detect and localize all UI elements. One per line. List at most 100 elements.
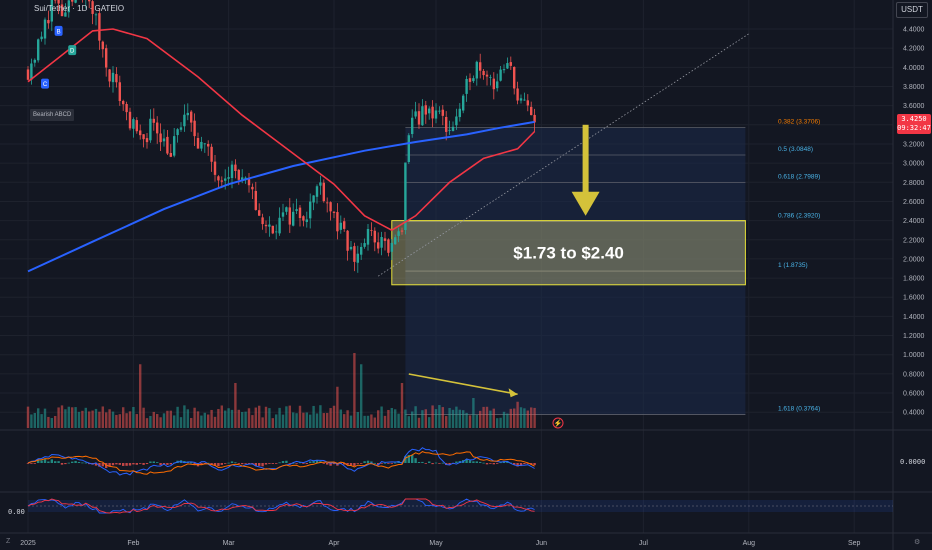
candle-body	[108, 69, 111, 82]
time-axis-label: Apr	[329, 540, 341, 547]
pattern-label[interactable]: Bearish ABCD	[30, 109, 75, 121]
volume-bar	[186, 409, 189, 428]
volume-bar	[326, 412, 329, 428]
symbol-title[interactable]: Sui/Tether · 1D · GATEIO	[34, 4, 125, 13]
oscillator-line	[27, 498, 535, 514]
volume-bar	[200, 415, 203, 428]
macd-histogram-bar	[506, 461, 509, 463]
macd-histogram-bar	[190, 462, 193, 464]
bar-countdown: 09:32:47	[897, 124, 931, 132]
timezone-icon[interactable]: Z	[6, 538, 11, 545]
candle-body	[462, 95, 465, 111]
volume-bar	[118, 414, 121, 428]
candle-body	[414, 111, 417, 117]
candle-body	[98, 13, 101, 41]
volume-bar	[309, 414, 312, 428]
candle-body	[213, 161, 217, 175]
settings-gear-icon[interactable]: ⚙	[914, 539, 921, 546]
volume-bar	[183, 405, 186, 428]
price-axis-label: 1.0000	[903, 352, 925, 359]
macd-histogram-bar	[349, 463, 353, 466]
fib-level-label: 1.618 (0.3764)	[778, 405, 820, 412]
candle-body	[196, 137, 200, 149]
macd-histogram-bar	[271, 463, 274, 464]
volume-bar	[462, 410, 465, 428]
volume-bar	[533, 407, 536, 428]
macd-histogram-bar	[343, 463, 346, 465]
volume-bar	[353, 353, 356, 428]
candle-body	[339, 222, 342, 230]
macd-histogram-bar	[428, 461, 431, 463]
candle-body	[271, 225, 274, 234]
volume-bar	[302, 412, 305, 428]
macd-histogram-bar	[213, 463, 217, 466]
price-axis-label: 3.0000	[903, 161, 925, 168]
candle-body	[241, 177, 244, 180]
candle-body	[366, 229, 370, 245]
macd-histogram-bar	[292, 462, 295, 464]
macd-histogram-bar	[390, 463, 393, 464]
fib-level-label: 0.786 (2.3920)	[778, 212, 820, 219]
candle-body	[118, 82, 121, 102]
volume-bar	[57, 407, 60, 428]
price-axis-label: 2.2000	[903, 237, 925, 244]
macd-histogram-bar	[288, 463, 291, 464]
candle-body	[356, 253, 359, 263]
time-axis[interactable]: 2025 Feb Mar Apr May Jun Jul Aug Sep	[20, 540, 860, 547]
price-axis[interactable]: 4.40004.20004.00003.80003.60003.40003.20…	[903, 27, 925, 417]
candle-body	[441, 109, 444, 116]
candle-body	[285, 207, 288, 212]
fast-moving-average-line	[27, 28, 536, 232]
target-zone-label: $1.73 to $2.40	[513, 244, 624, 263]
macd-histogram-bar	[295, 463, 298, 464]
candle-body	[156, 122, 159, 134]
price-axis-label: 2.8000	[903, 180, 925, 187]
volume-bar	[387, 409, 390, 428]
macd-histogram-bar	[40, 460, 43, 463]
candle-body	[162, 138, 166, 142]
candle-body	[207, 143, 210, 147]
volume-bar	[261, 417, 264, 428]
candle-body	[315, 186, 319, 197]
volume-bar	[135, 414, 138, 428]
volume-bar	[50, 417, 53, 428]
macd-histogram-bar	[411, 455, 414, 463]
quote-currency-button[interactable]: USDT	[896, 2, 928, 18]
volume-bar	[220, 405, 223, 428]
candle-body	[298, 207, 302, 219]
macd-histogram-bar	[142, 463, 145, 465]
volume-bar	[64, 409, 67, 428]
price-axis-label: 3.8000	[903, 84, 925, 91]
volume-bar	[400, 383, 404, 428]
target-zone-box	[391, 220, 746, 286]
candle-body	[47, 20, 50, 24]
volume-bar	[455, 406, 458, 428]
candle-body	[458, 108, 461, 118]
volume-bar	[258, 405, 261, 428]
volume-bar	[315, 413, 319, 428]
volume-bar	[530, 407, 533, 428]
macd-histogram-bar	[468, 460, 472, 463]
volume-bar	[47, 416, 50, 428]
candle-body	[326, 202, 329, 204]
volume-bar	[275, 414, 278, 428]
candle-body	[329, 202, 332, 212]
volume-bar	[281, 414, 285, 428]
volume-bar	[88, 411, 91, 428]
macd-histogram-bar	[122, 463, 125, 466]
candle-body	[122, 100, 125, 105]
price-axis-label: 4.4000	[903, 27, 925, 34]
candle-body	[516, 88, 519, 101]
volume-bar	[74, 407, 77, 428]
volume-bar	[438, 405, 441, 428]
macd-histogram-bar	[530, 463, 533, 465]
candle-body	[502, 69, 506, 71]
volume-bar	[360, 364, 363, 428]
volume-bar	[37, 408, 40, 428]
volume-bar	[173, 415, 176, 428]
macd-histogram-bar	[115, 463, 118, 465]
volume-bar	[441, 407, 444, 428]
candle-body	[237, 169, 240, 180]
candle-body	[183, 114, 186, 127]
